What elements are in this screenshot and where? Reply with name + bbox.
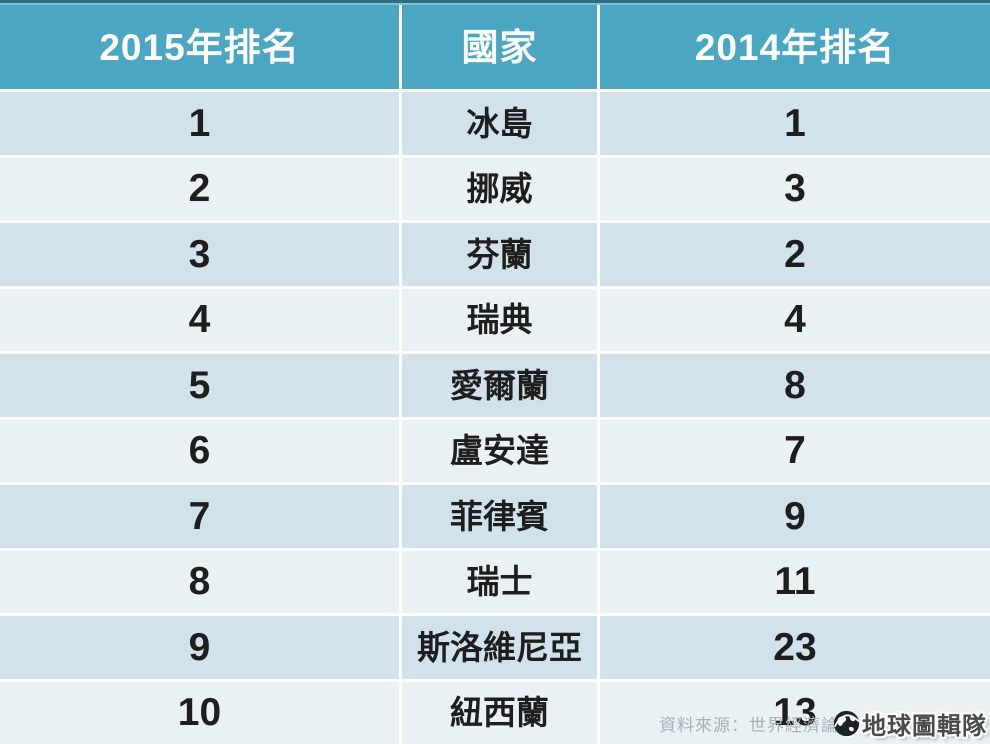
column-header-2015-rank: 2015年排名 (0, 5, 399, 89)
table-body: 1 冰島 1 2 挪威 3 3 芬蘭 2 4 瑞典 4 (0, 89, 990, 744)
cell-2015-rank: 10 (0, 681, 399, 744)
table-row: 8 瑞士 11 (0, 550, 990, 613)
table-row: 7 菲律賓 9 (0, 485, 990, 548)
cell-country: 菲律賓 (402, 485, 597, 548)
table-row: 5 愛爾蘭 8 (0, 354, 990, 417)
cell-country: 冰島 (402, 92, 597, 155)
cell-2015-rank: 1 (0, 92, 399, 155)
cell-2014-rank: 11 (600, 550, 990, 613)
cell-2015-rank: 4 (0, 288, 399, 351)
cell-country: 盧安達 (402, 419, 597, 482)
cell-country: 芬蘭 (402, 223, 597, 286)
cell-2015-rank: 5 (0, 354, 399, 417)
cell-2014-rank: 4 (600, 288, 990, 351)
table-row: 6 盧安達 7 (0, 419, 990, 482)
column-header-country: 國家 (402, 5, 597, 89)
cell-2014-rank: 9 (600, 485, 990, 548)
cell-country: 紐西蘭 (402, 681, 597, 744)
cell-2014-rank: 2 (600, 223, 990, 286)
table-row: 9 斯洛維尼亞 23 (0, 616, 990, 679)
cell-2015-rank: 6 (0, 419, 399, 482)
cell-2015-rank: 2 (0, 157, 399, 220)
cell-2014-rank: 8 (600, 354, 990, 417)
cell-2014-rank: 1 (600, 92, 990, 155)
table-header-row: 2015年排名 國家 2014年排名 (0, 5, 990, 89)
brand-name: 地球圖輯隊 (862, 713, 987, 740)
table-row: 4 瑞典 4 (0, 288, 990, 351)
cell-2015-rank: 7 (0, 485, 399, 548)
cell-2014-rank: 7 (600, 419, 990, 482)
cell-2014-rank: 3 (600, 157, 990, 220)
top-border-strip (0, 0, 990, 5)
cell-2014-rank: 23 (600, 616, 990, 679)
cell-country: 瑞典 (402, 288, 597, 351)
column-header-2014-rank: 2014年排名 (600, 5, 990, 89)
cell-country: 挪威 (402, 157, 597, 220)
cell-country: 愛爾蘭 (402, 354, 597, 417)
source-text: 資料來源：世界經濟論壇 (659, 716, 857, 735)
table-row: 1 冰島 1 (0, 92, 990, 155)
table-row: 2 挪威 3 (0, 157, 990, 220)
source-watermark: 資料來源：世界經濟論壇 地球圖輯隊 (659, 706, 987, 741)
globe-icon (833, 710, 860, 737)
cell-2015-rank: 3 (0, 223, 399, 286)
brand-logo: 地球圖輯隊 (833, 706, 987, 741)
cell-country: 斯洛維尼亞 (402, 616, 597, 679)
table-row: 3 芬蘭 2 (0, 223, 990, 286)
table-row: 10 紐西蘭 13 (0, 681, 990, 744)
cell-2014-rank: 13 (600, 681, 990, 744)
cell-country: 瑞士 (402, 550, 597, 613)
cell-2015-rank: 9 (0, 616, 399, 679)
cell-2015-rank: 8 (0, 550, 399, 613)
